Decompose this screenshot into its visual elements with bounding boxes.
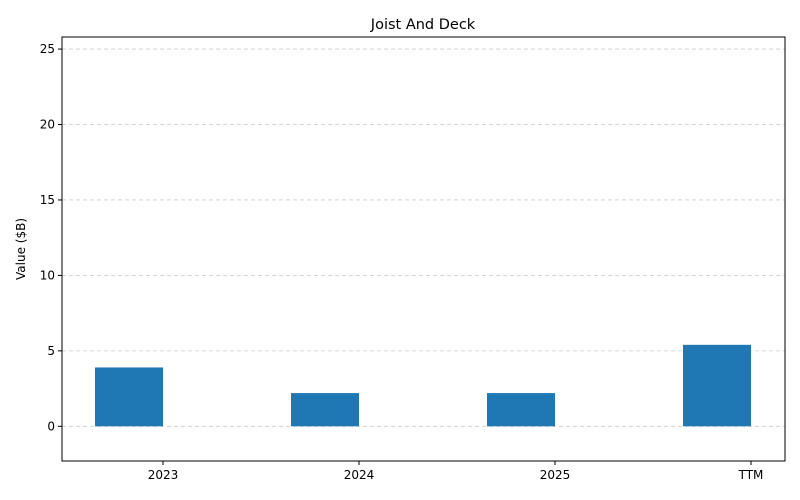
bar-2023 <box>95 367 163 427</box>
bars <box>95 344 751 427</box>
y-tick-label: 20 <box>40 118 55 132</box>
x-tick-label: TTM <box>738 468 764 482</box>
y-tick-label: 5 <box>47 344 55 358</box>
bar-2024 <box>291 393 359 427</box>
y-axis-ticks: 0 5 10 15 20 25 <box>40 42 62 433</box>
y-axis-label: Value ($B) <box>14 218 28 280</box>
x-tick-label: 2023 <box>148 468 179 482</box>
chart-title: Joist And Deck <box>370 17 476 33</box>
y-tick-label: 25 <box>40 42 55 56</box>
plot-area-frame <box>61 36 786 462</box>
x-axis-ticks: 2023 2024 2025 TTM <box>148 461 764 482</box>
y-tick-label: 10 <box>40 268 55 282</box>
x-tick-label: 2025 <box>540 468 571 482</box>
bar-2025 <box>487 393 555 427</box>
bar-ttm <box>683 344 751 427</box>
y-tick-label: 0 <box>47 419 55 433</box>
y-tick-label: 15 <box>40 193 55 207</box>
grid-lines <box>62 48 785 427</box>
x-tick-label: 2024 <box>344 468 375 482</box>
